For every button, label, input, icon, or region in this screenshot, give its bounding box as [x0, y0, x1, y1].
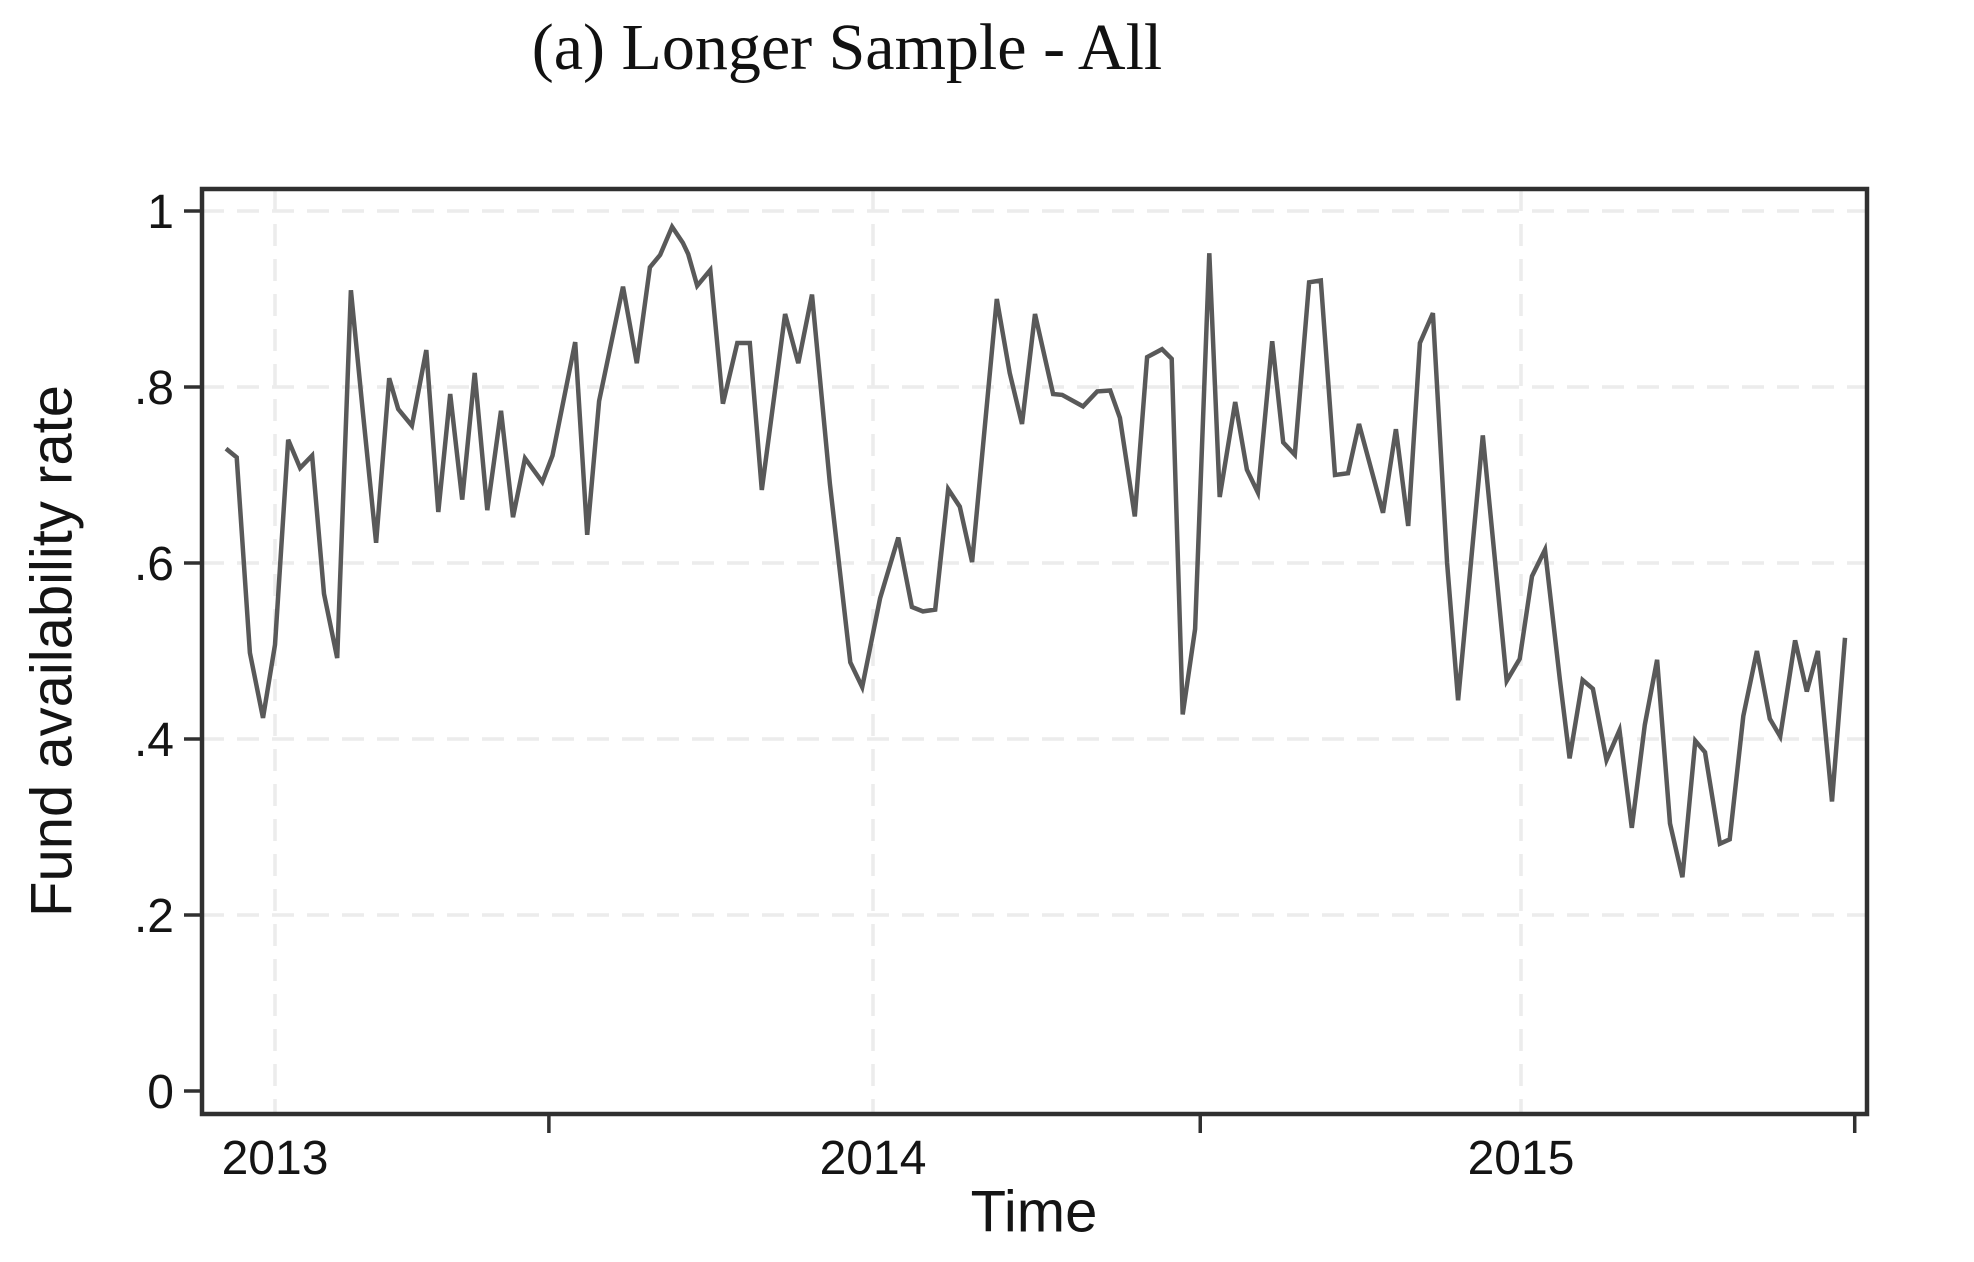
- x-tick-labels: 2013 2014 2015: [222, 1132, 1575, 1185]
- y-tick-labels: 0 .2 .4 .6 .8 1: [134, 186, 174, 1119]
- y-tick-label: .2: [134, 890, 174, 943]
- x-axis-title: Time: [970, 1179, 1098, 1245]
- y-tick-label: .4: [134, 714, 174, 767]
- y-tick-label: 1: [147, 186, 174, 239]
- y-tick-label: .8: [134, 362, 174, 415]
- y-tick-label: .6: [134, 538, 174, 591]
- x-tick-label: 2014: [820, 1132, 927, 1185]
- plot-frame: [199, 186, 1870, 1117]
- x-tick-label: 2013: [222, 1132, 329, 1185]
- y-tick-label: 0: [147, 1066, 174, 1119]
- x-tick-label: 2015: [1468, 1132, 1575, 1185]
- chart-title: (a) Longer Sample - All: [531, 11, 1163, 84]
- series-line: [224, 222, 1848, 878]
- axis-ticks: [184, 209, 1857, 1133]
